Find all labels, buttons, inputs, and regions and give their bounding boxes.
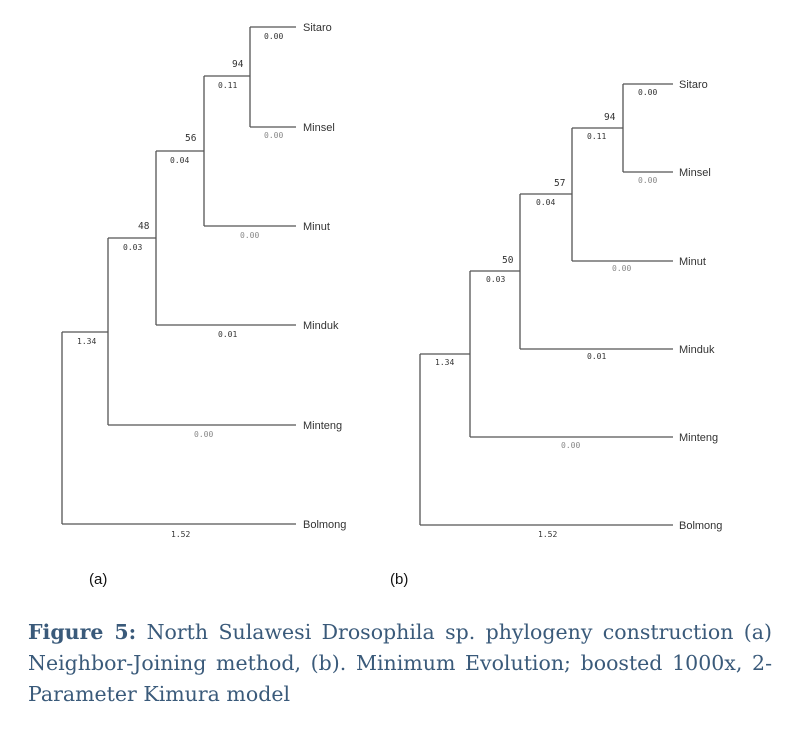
- tree-b-length-minduk: 0.01: [587, 352, 606, 361]
- tree-b-leaf-sitaro: Sitaro: [679, 79, 708, 91]
- tree-b-length-minut: 0.00: [612, 264, 631, 273]
- tree-a: Sitaro Minsel Minut Minduk Minteng Bolmo…: [61, 22, 346, 588]
- tree-b-bootstrap-94: 94: [604, 112, 616, 123]
- tree-a-panel-label: (a): [89, 571, 107, 588]
- tree-a-length-minut: 0.00: [240, 231, 259, 240]
- figure-caption-text: North Sulawesi Drosophila sp. phylogeny …: [28, 620, 772, 706]
- tree-b-leaf-minsel: Minsel: [679, 167, 711, 179]
- tree-b-length-minteng: 0.00: [561, 441, 580, 450]
- tree-b-branches: [419, 83, 673, 526]
- tree-b-leaf-minut: Minut: [679, 256, 706, 268]
- tree-b-length-n50: 0.03: [486, 275, 505, 284]
- tree-b: Sitaro Minsel Minut Minduk Minteng Bolmo…: [390, 79, 722, 588]
- tree-b-length-sitaro: 0.00: [638, 88, 657, 97]
- figure-caption: Figure 5: North Sulawesi Drosophila sp. …: [28, 617, 772, 710]
- tree-a-length-n48: 0.03: [123, 243, 142, 252]
- tree-b-panel-label: (b): [390, 571, 408, 588]
- phylogeny-figure: Sitaro Minsel Minut Minduk Minteng Bolmo…: [61, 22, 722, 588]
- tree-a-length-minteng: 0.00: [194, 430, 213, 439]
- tree-a-branches: [61, 26, 296, 525]
- tree-a-length-minduk: 0.01: [218, 330, 237, 339]
- tree-a-bootstrap-56: 56: [185, 133, 197, 144]
- tree-b-length-minsel: 0.00: [638, 176, 657, 185]
- tree-a-leaf-minteng: Minteng: [303, 420, 342, 432]
- tree-b-length-n94: 0.11: [587, 132, 606, 141]
- tree-a-length-n94: 0.11: [218, 81, 237, 90]
- tree-a-leaf-bolmong: Bolmong: [303, 519, 346, 531]
- tree-a-leaf-sitaro: Sitaro: [303, 22, 332, 34]
- tree-a-length-bolmong: 1.52: [171, 530, 190, 539]
- tree-b-length-n57: 0.04: [536, 198, 555, 207]
- tree-a-length-sitaro: 0.00: [264, 32, 283, 41]
- tree-a-leaf-minsel: Minsel: [303, 122, 335, 134]
- tree-a-bootstrap-94: 94: [232, 59, 244, 70]
- tree-b-length-bolmong: 1.52: [538, 530, 557, 539]
- tree-a-length-n56: 0.04: [170, 156, 189, 165]
- tree-b-bootstrap-50: 50: [502, 255, 514, 266]
- tree-a-bootstrap-48: 48: [138, 221, 150, 232]
- figure-caption-label: Figure 5:: [28, 620, 137, 644]
- tree-b-leaf-minduk: Minduk: [679, 344, 715, 356]
- tree-b-leaf-bolmong: Bolmong: [679, 520, 722, 532]
- tree-b-length-root-upper: 1.34: [435, 358, 454, 367]
- tree-a-leaf-minut: Minut: [303, 221, 330, 233]
- tree-b-bootstrap-57: 57: [554, 178, 565, 189]
- tree-a-length-minsel: 0.00: [264, 131, 283, 140]
- tree-a-length-root-upper: 1.34: [77, 337, 96, 346]
- tree-a-leaf-minduk: Minduk: [303, 320, 339, 332]
- tree-b-leaf-minteng: Minteng: [679, 432, 718, 444]
